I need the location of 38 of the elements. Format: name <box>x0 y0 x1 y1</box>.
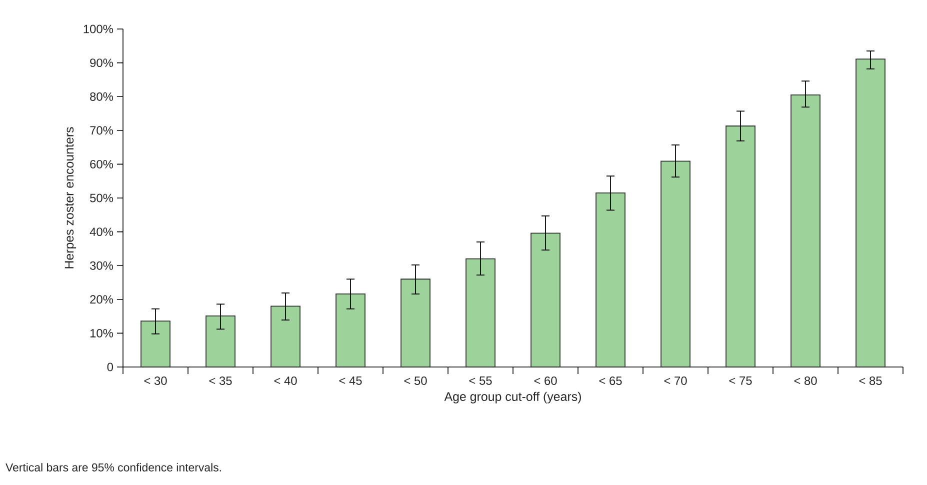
y-axis-title: Herpes zoster encounters <box>64 127 76 268</box>
bar <box>856 58 886 368</box>
bar <box>400 278 430 368</box>
bar <box>336 294 366 368</box>
x-tick-label: < 35 <box>209 376 232 385</box>
x-tick-label: < 50 <box>404 376 427 385</box>
bar <box>596 192 626 368</box>
y-tick-label: 40% <box>90 228 114 236</box>
y-tick-label: 100% <box>84 24 114 34</box>
x-tick-label: < 60 <box>534 376 557 385</box>
x-tick-label: < 30 <box>144 376 167 385</box>
bar <box>726 126 756 368</box>
x-tick-label: < 40 <box>274 376 297 385</box>
y-tick-label: 60% <box>90 160 114 168</box>
x-tick-label: < 65 <box>599 376 622 385</box>
bar <box>790 94 820 368</box>
x-tick-label: < 55 <box>469 376 492 385</box>
text: Vertical bars are 95% confidence intervals. <box>6 463 221 472</box>
y-tick-label: 30% <box>90 261 114 270</box>
x-tick-label: < 85 <box>859 376 882 385</box>
bar <box>140 320 170 368</box>
bar <box>270 306 300 368</box>
y-tick-label: 20% <box>90 295 114 304</box>
y-tick-label: 50% <box>90 194 114 202</box>
y-tick-label: 80% <box>90 92 114 101</box>
y-tick-label: 70% <box>90 126 114 135</box>
y-tick-label: 0 <box>107 362 114 372</box>
bar <box>466 258 496 368</box>
bar <box>530 232 560 368</box>
bar <box>206 316 236 368</box>
x-tick-label: < 45 <box>339 376 362 385</box>
x-axis-title: Age group cut-off (years) <box>444 392 581 404</box>
bar <box>660 160 690 368</box>
y-tick-label: 90% <box>90 58 114 68</box>
x-tick-label: < 70 <box>664 376 687 385</box>
x-tick-label: < 75 <box>729 376 752 385</box>
x-tick-label: < 80 <box>794 376 817 385</box>
y-tick-label: 10% <box>90 328 114 338</box>
